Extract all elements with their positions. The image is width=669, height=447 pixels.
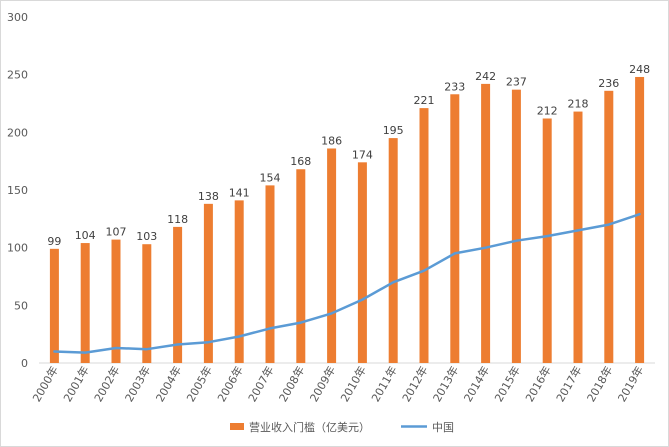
x-tick-label: 2010年 <box>337 364 369 405</box>
bar <box>635 76 645 364</box>
bar <box>357 162 367 363</box>
bar-data-label: 141 <box>229 186 250 199</box>
x-tick-label: 2004年 <box>153 364 185 405</box>
bar-data-label: 212 <box>537 104 558 117</box>
bar-data-label: 218 <box>568 98 589 111</box>
bar <box>419 108 429 363</box>
bar <box>142 244 152 363</box>
legend-line-label: 中国 <box>432 421 454 434</box>
x-tick-label: 2002年 <box>91 364 123 405</box>
y-tick-label: 50 <box>14 299 28 312</box>
y-axis-ticks: 0 50 100 150 200 250 300 <box>7 11 28 370</box>
bar <box>111 239 121 363</box>
bar-data-label: 99 <box>47 235 61 248</box>
bar-data-label: 168 <box>290 155 311 168</box>
y-tick-label: 200 <box>7 126 28 139</box>
x-axis-ticks: 2000年 2001年 2002年 2003年 2004年 2005年 2006年 2007年… <box>29 363 646 404</box>
y-tick-label: 300 <box>7 11 28 24</box>
x-tick-label: 2006年 <box>214 364 246 405</box>
x-tick-label: 2003年 <box>122 364 154 405</box>
bar <box>481 83 491 363</box>
bar-data-label: 154 <box>260 171 281 184</box>
bar <box>388 138 398 363</box>
y-tick-label: 150 <box>7 184 28 197</box>
bar-data-label: 118 <box>167 213 188 226</box>
bar <box>80 243 90 363</box>
y-tick-label: 250 <box>7 69 28 82</box>
bar-data-label: 236 <box>598 77 619 90</box>
bar <box>604 90 614 364</box>
x-tick-label: 2017年 <box>553 364 585 405</box>
bar-data-label: 186 <box>321 134 342 147</box>
bar <box>203 203 213 363</box>
bar-data-label: 237 <box>506 76 527 89</box>
x-tick-label: 2001年 <box>60 364 92 405</box>
y-tick-label: 0 <box>21 357 28 370</box>
x-tick-label: 2007年 <box>245 364 277 405</box>
bar-data-label: 233 <box>444 80 465 93</box>
legend-bar-label: 营业收入门槛（亿美元） <box>249 420 370 434</box>
bar <box>542 118 552 363</box>
bar-data-labels: 99 104 107 103 118 138 141 154 168 186 174 195 221 23… <box>47 63 650 248</box>
bar-series <box>49 76 645 364</box>
bar <box>450 94 460 364</box>
x-tick-label: 2016年 <box>522 364 554 405</box>
bar <box>327 148 337 363</box>
bar <box>49 248 59 363</box>
x-tick-label: 2008年 <box>276 364 308 405</box>
bar <box>573 111 583 363</box>
bar-data-label: 248 <box>629 63 650 76</box>
x-tick-label: 2012年 <box>399 364 431 405</box>
x-tick-label: 2014年 <box>461 363 493 404</box>
x-tick-label: 2018年 <box>584 364 616 405</box>
x-tick-label: 2013年 <box>430 364 462 405</box>
y-tick-label: 100 <box>7 242 28 255</box>
bar-data-label: 242 <box>475 70 496 83</box>
x-tick-label: 2005年 <box>183 364 215 405</box>
x-tick-label: 2009年 <box>307 364 339 405</box>
legend: 营业收入门槛（亿美元） 中国 <box>230 420 454 434</box>
legend-bar-swatch <box>230 423 244 430</box>
bar-data-label: 138 <box>198 190 219 203</box>
x-tick-label: 2019年 <box>615 364 647 405</box>
x-tick-label: 2011年 <box>368 364 400 405</box>
line-series-china <box>53 212 641 354</box>
bar-data-label: 174 <box>352 148 373 161</box>
bar <box>265 185 275 363</box>
bar-data-label: 221 <box>414 94 435 107</box>
x-tick-label: 2015年 <box>491 364 523 405</box>
x-tick-label: 2000年 <box>29 364 61 405</box>
bar-data-label: 195 <box>383 124 404 137</box>
bar-data-label: 104 <box>75 229 96 242</box>
bar <box>511 89 521 363</box>
bar-data-label: 103 <box>136 230 157 243</box>
bar <box>296 169 306 363</box>
bar-data-label: 107 <box>106 226 127 239</box>
bar <box>173 226 183 363</box>
bar <box>234 200 244 363</box>
